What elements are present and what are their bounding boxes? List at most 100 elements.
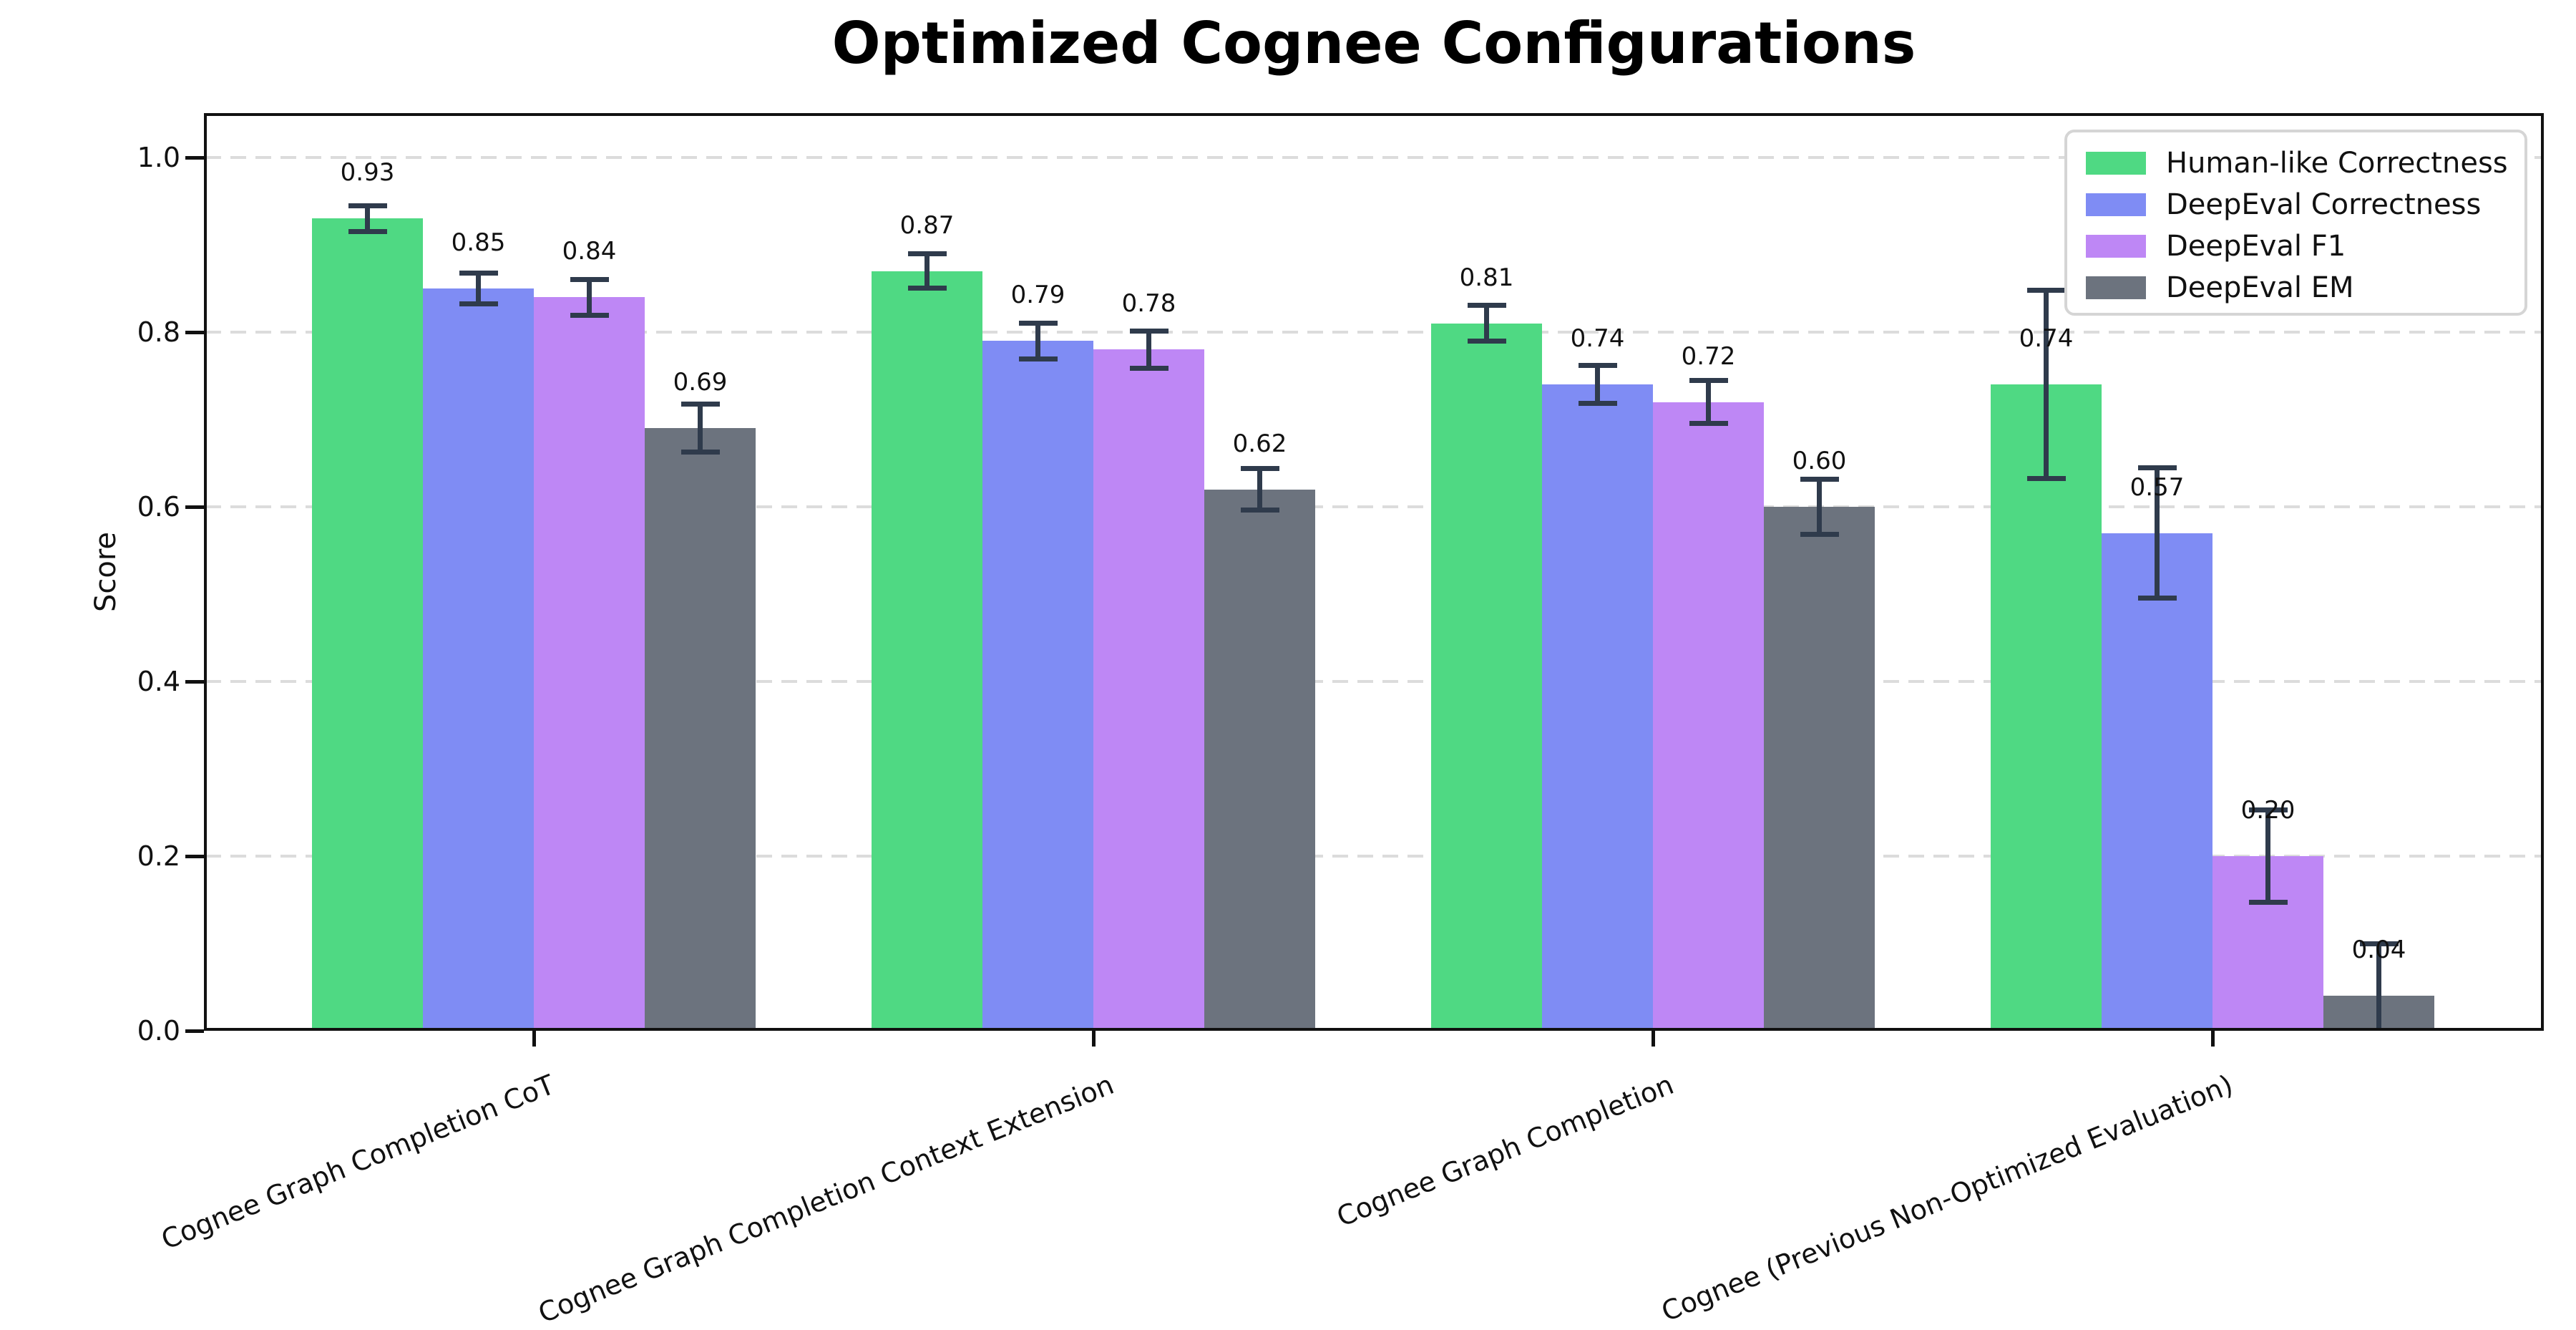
bar-value-label: 0.72 (1681, 341, 1736, 371)
legend-label: DeepEval EM (2166, 271, 2354, 304)
legend-swatch (2086, 193, 2146, 216)
error-bar-cap-bottom (1578, 401, 1617, 407)
gridline-0.4 (205, 680, 2542, 683)
gridline-0.8 (205, 331, 2542, 334)
error-bar-cap-top (1800, 476, 1839, 482)
bar-chart-figure: Optimized Cognee Configurations Score 0.… (89, 10, 2544, 1329)
error-bar-cap-top (570, 276, 609, 282)
x-tick-mark-1 (532, 1031, 536, 1047)
bar-human-like-correctness-group3 (1431, 323, 1542, 1031)
y-tick-mark-1.0 (185, 156, 204, 160)
legend-item-deepeval-f1: DeepEval F1 (2086, 225, 2524, 267)
bar-value-label: 0.60 (1792, 447, 1847, 475)
bar-value-label: 0.78 (1121, 289, 1176, 319)
y-tick-mark-0.0 (185, 1029, 204, 1033)
bar-value-label: 0.74 (2019, 324, 2074, 354)
bar-deepeval-f1-group2 (1093, 349, 1204, 1031)
error-bar-line (1257, 468, 1262, 510)
error-bar-cap-bottom (680, 450, 720, 455)
error-bar-cap-bottom (907, 286, 947, 291)
error-bar-line (476, 273, 481, 304)
error-bar-line (2265, 810, 2270, 903)
legend-item-deepeval-em: DeepEval EM (2086, 267, 2524, 309)
bar-value-label: 0.79 (1010, 281, 1065, 310)
error-bar-cap-bottom (459, 301, 498, 306)
error-bar-cap-bottom (2137, 596, 2177, 601)
bar-value-label: 0.69 (673, 368, 728, 397)
bar-value-label: 0.57 (2129, 472, 2185, 502)
category-label-2: Cognee Graph Completion Context Extensio… (534, 1068, 1118, 1329)
error-bar-line (2155, 467, 2160, 599)
error-bar-cap-top (1129, 328, 1169, 334)
error-bar-cap-top (348, 203, 387, 209)
error-bar-line (1706, 380, 1711, 424)
y-tick-mark-0.8 (185, 331, 204, 334)
error-bar-cap-bottom (2248, 899, 2288, 905)
x-tick-mark-2 (1092, 1031, 1096, 1047)
y-axis-title: Score (89, 531, 122, 613)
error-bar-cap-bottom (348, 228, 387, 234)
error-bar-cap-top (1689, 378, 1728, 384)
legend-label: DeepEval Correctness (2166, 188, 2482, 221)
legend-label: DeepEval F1 (2166, 230, 2346, 263)
error-bar-cap-top (680, 402, 720, 407)
error-bar-line (2044, 290, 2049, 479)
bar-deepeval-correctness-group4 (2102, 533, 2212, 1031)
bar-deepeval-em-group2 (1204, 489, 1315, 1031)
error-bar-line (587, 278, 592, 316)
error-bar-cap-top (1578, 363, 1617, 369)
bar-deepeval-correctness-group2 (982, 341, 1093, 1031)
error-bar-cap-top (907, 251, 947, 257)
error-bar-cap-top (459, 271, 498, 276)
error-bar-cap-top (2248, 807, 2288, 813)
y-tick-label-1.0: 1.0 (137, 142, 180, 173)
error-bar-line (365, 205, 370, 232)
legend-swatch (2086, 276, 2146, 299)
bar-value-label: 0.62 (1232, 429, 1287, 458)
error-bar-cap-top (1467, 303, 1506, 309)
bar-value-label: 0.04 (2351, 936, 2406, 965)
gridline-1.0 (205, 156, 2542, 159)
error-bar-cap-bottom (1018, 356, 1058, 361)
y-tick-mark-0.4 (185, 680, 204, 684)
bar-human-like-correctness-group2 (872, 271, 982, 1031)
category-label-4: Cognee (Previous Non-Optimized Evaluatio… (1657, 1068, 2238, 1328)
error-bar-cap-bottom (1129, 366, 1169, 372)
y-tick-label-0.0: 0.0 (137, 1015, 180, 1047)
y-tick-label-0.4: 0.4 (137, 666, 180, 697)
bar-value-label: 0.85 (451, 228, 506, 257)
x-tick-mark-3 (1652, 1031, 1655, 1047)
y-tick-mark-0.2 (185, 855, 204, 858)
legend-label: Human-like Correctness (2166, 147, 2508, 180)
error-bar-cap-top (1018, 320, 1058, 326)
bar-value-label: 0.74 (1570, 324, 1625, 354)
error-bar-line (924, 253, 930, 288)
y-tick-label-0.6: 0.6 (137, 491, 180, 523)
error-bar-cap-top (2026, 288, 2066, 293)
error-bar-cap-bottom (2026, 475, 2066, 481)
category-label-3: Cognee Graph Completion (1332, 1068, 1678, 1233)
bar-value-label: 0.81 (1459, 263, 1514, 292)
bar-deepeval-em-group3 (1764, 507, 1875, 1031)
error-bar-cap-top (2359, 941, 2399, 946)
error-bar-line (1817, 478, 1822, 535)
error-bar-cap-top (1240, 466, 1279, 472)
bar-human-like-correctness-group4 (1991, 384, 2102, 1031)
legend-item-human-like-correctness: Human-like Correctness (2086, 142, 2524, 184)
legend-swatch (2086, 152, 2146, 175)
y-tick-label-0.2: 0.2 (137, 840, 180, 872)
gridline-0.2 (205, 855, 2542, 858)
error-bar-line (1035, 322, 1040, 359)
bar-human-like-correctness-group1 (312, 218, 423, 1031)
bar-value-label: 0.87 (899, 210, 955, 240)
bar-deepeval-f1-group3 (1653, 402, 1764, 1031)
error-bar-cap-bottom (1800, 532, 1839, 538)
bar-deepeval-correctness-group1 (423, 288, 534, 1031)
bar-value-label: 0.93 (340, 158, 395, 188)
error-bar-cap-bottom (1689, 421, 1728, 427)
bar-value-label: 0.20 (2240, 796, 2296, 825)
error-bar-line (698, 404, 703, 453)
x-tick-mark-4 (2211, 1031, 2215, 1047)
error-bar-line (1484, 305, 1489, 342)
error-bar-line (1595, 365, 1600, 404)
